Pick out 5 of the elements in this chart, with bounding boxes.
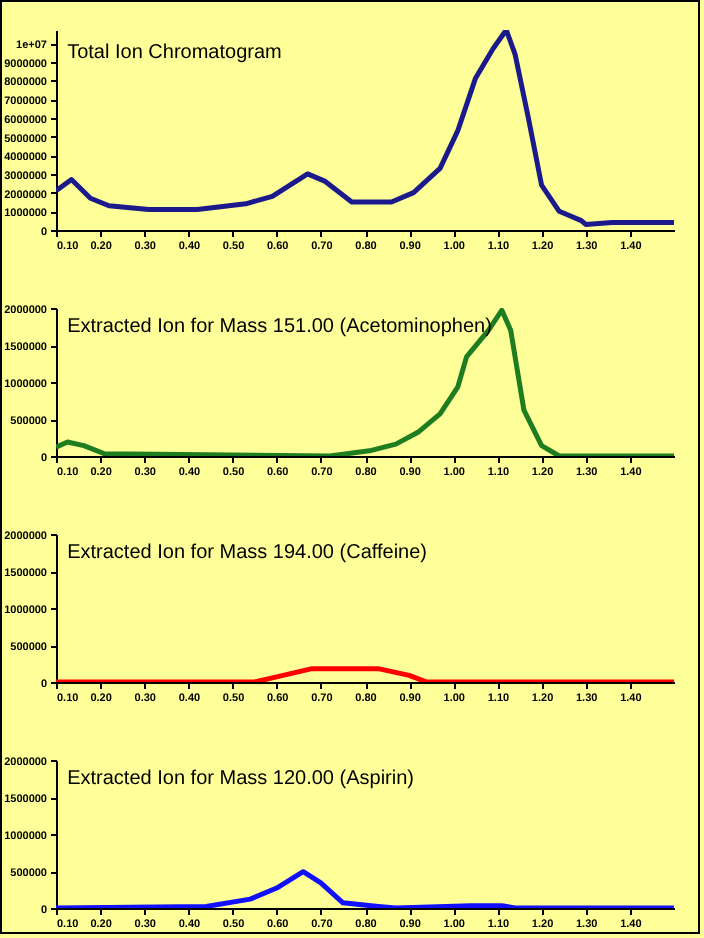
text: Total Ion Chromatogram [67, 42, 282, 64]
chart-title: Extracted Ion for Mass 194.00 (Caffeine) [67, 542, 428, 564]
line-series [56, 30, 674, 227]
line-series [56, 308, 674, 456]
chart-title: Extracted Ion for Mass 120.00 (Aspirin) [67, 768, 415, 790]
